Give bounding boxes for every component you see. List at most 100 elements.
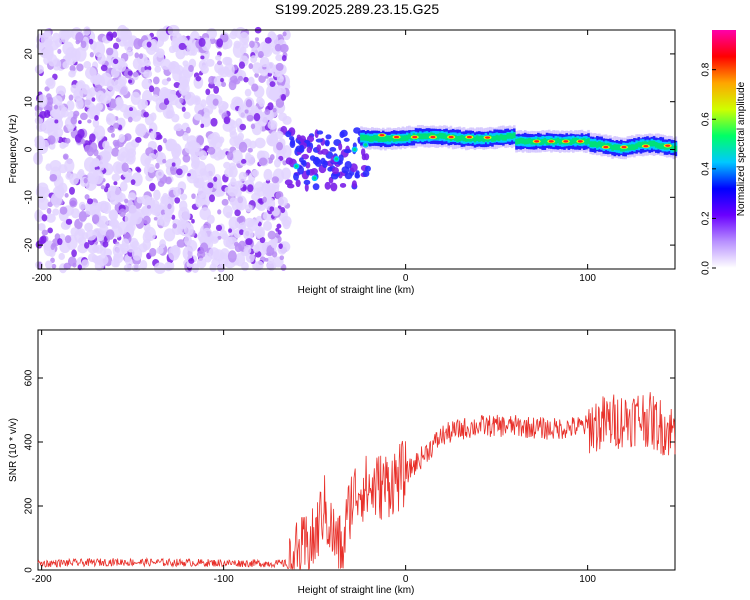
heatmap-cell — [51, 263, 57, 269]
heatmap-cell — [58, 252, 65, 260]
heatmap-cell — [78, 169, 85, 177]
heatmap-cell — [118, 84, 129, 96]
heatmap-cell — [67, 124, 74, 133]
snr-frame — [37, 329, 676, 571]
heatmap-cell — [289, 136, 295, 141]
heatmap-cell — [221, 81, 227, 87]
heatmap-cell — [45, 93, 52, 101]
heatmap-cell — [223, 66, 230, 75]
heatmap-cell — [92, 75, 103, 85]
heatmap-cell — [430, 132, 433, 139]
heatmap-cell — [80, 112, 88, 121]
heatmap-cell — [168, 45, 176, 54]
heatmap-cell — [495, 134, 499, 141]
heatmap-cell — [181, 106, 186, 112]
heatmap-cell — [113, 253, 120, 263]
heatmap-cell — [88, 87, 97, 97]
heatmap-cell — [124, 198, 129, 204]
heatmap-cell — [298, 144, 305, 153]
heatmap-cell — [661, 143, 665, 149]
heatmap-cell — [238, 104, 250, 119]
heatmap-cell — [264, 109, 271, 115]
heatmap-cell — [229, 197, 237, 206]
heatmap-cell — [630, 144, 634, 150]
heatmap-cell — [162, 137, 167, 144]
heatmap-cell — [102, 241, 109, 248]
heatmap-cell — [68, 94, 74, 101]
heatmap-cell — [215, 224, 223, 232]
heatmap-cell — [143, 215, 151, 225]
heatmap-cell — [244, 88, 252, 97]
heatmap-cell — [375, 135, 378, 141]
heatmap-cell — [403, 135, 407, 141]
heatmap-cell — [205, 88, 211, 96]
heatmap-cell — [64, 158, 75, 173]
heatmap-cell — [506, 133, 510, 139]
heatmap-cell — [251, 83, 259, 92]
heatmap-cell — [121, 238, 130, 248]
heatmap-cell — [184, 141, 196, 154]
heatmap-cell — [316, 130, 324, 135]
heatmap-cell — [200, 55, 205, 60]
snr-panel: -200 -100 0 100 0 200 400 600 Height of straig… — [8, 329, 676, 596]
heatmap-cell — [175, 48, 186, 60]
heatmap-cell — [188, 64, 194, 73]
heatmap-cell — [139, 260, 148, 270]
heatmap-cell — [654, 141, 658, 148]
heatmap-cell — [262, 196, 267, 203]
heatmap-cell — [98, 215, 109, 229]
heatmap-cell — [267, 33, 279, 47]
heatmap-cell — [208, 75, 216, 85]
heatmap-cell — [280, 207, 286, 214]
heatmap-cell — [261, 42, 273, 58]
heatmap-cell — [97, 53, 106, 65]
heatmap-cell — [45, 213, 56, 223]
heatmap-cell — [216, 60, 223, 66]
heatmap-cell — [46, 207, 52, 215]
heatmap-cell — [327, 166, 334, 172]
heatmap-cell — [279, 255, 285, 261]
heatmap-cell — [171, 162, 176, 167]
heatmap-cell — [110, 133, 116, 138]
heatmap-cell — [167, 93, 175, 102]
heatmap-cell — [185, 126, 191, 134]
heatmap-cell — [499, 134, 503, 140]
heatmap-cell — [172, 223, 177, 229]
heatmap-cell — [69, 65, 76, 72]
heatmap-cell — [78, 201, 86, 211]
heatmap-cell — [334, 157, 338, 161]
heatmap-cell — [88, 38, 94, 45]
heatmap-cell — [217, 235, 222, 240]
heatmap-cell — [199, 242, 209, 253]
heatmap-cell — [275, 54, 283, 62]
heatmap-cell — [111, 147, 120, 157]
spectrogram-y-ticks: -20 -10 0 10 20 — [24, 48, 675, 252]
heatmap-cell — [482, 136, 485, 143]
heatmap-cell — [126, 244, 136, 253]
heatmap-cell — [179, 193, 188, 201]
heatmap-cell — [126, 49, 134, 57]
heatmap-cell — [401, 135, 405, 142]
colorbar-tick-label: 0.8 — [701, 62, 712, 76]
heatmap-cell — [239, 229, 244, 236]
heatmap-cell — [493, 135, 496, 142]
heatmap-cell — [152, 76, 160, 85]
heatmap-cell — [173, 186, 182, 197]
heatmap-cell — [176, 239, 186, 248]
heatmap-cell — [259, 237, 266, 244]
heatmap-cell — [276, 141, 284, 151]
heatmap-cell — [127, 116, 133, 123]
heatmap-cell — [276, 223, 282, 229]
heatmap-cell — [156, 246, 164, 255]
heatmap-cell — [247, 147, 253, 153]
heatmap-cell — [304, 183, 309, 192]
x-tick-label: -100 — [214, 273, 234, 284]
heatmap-cell — [196, 257, 207, 269]
heatmap-cell — [250, 55, 258, 64]
heatmap-cell — [381, 136, 385, 142]
heatmap-cell — [543, 138, 547, 144]
heatmap-cell — [258, 74, 266, 83]
heatmap-cell — [176, 168, 183, 176]
heatmap-cell — [87, 253, 97, 263]
heatmap-cell — [245, 252, 255, 263]
